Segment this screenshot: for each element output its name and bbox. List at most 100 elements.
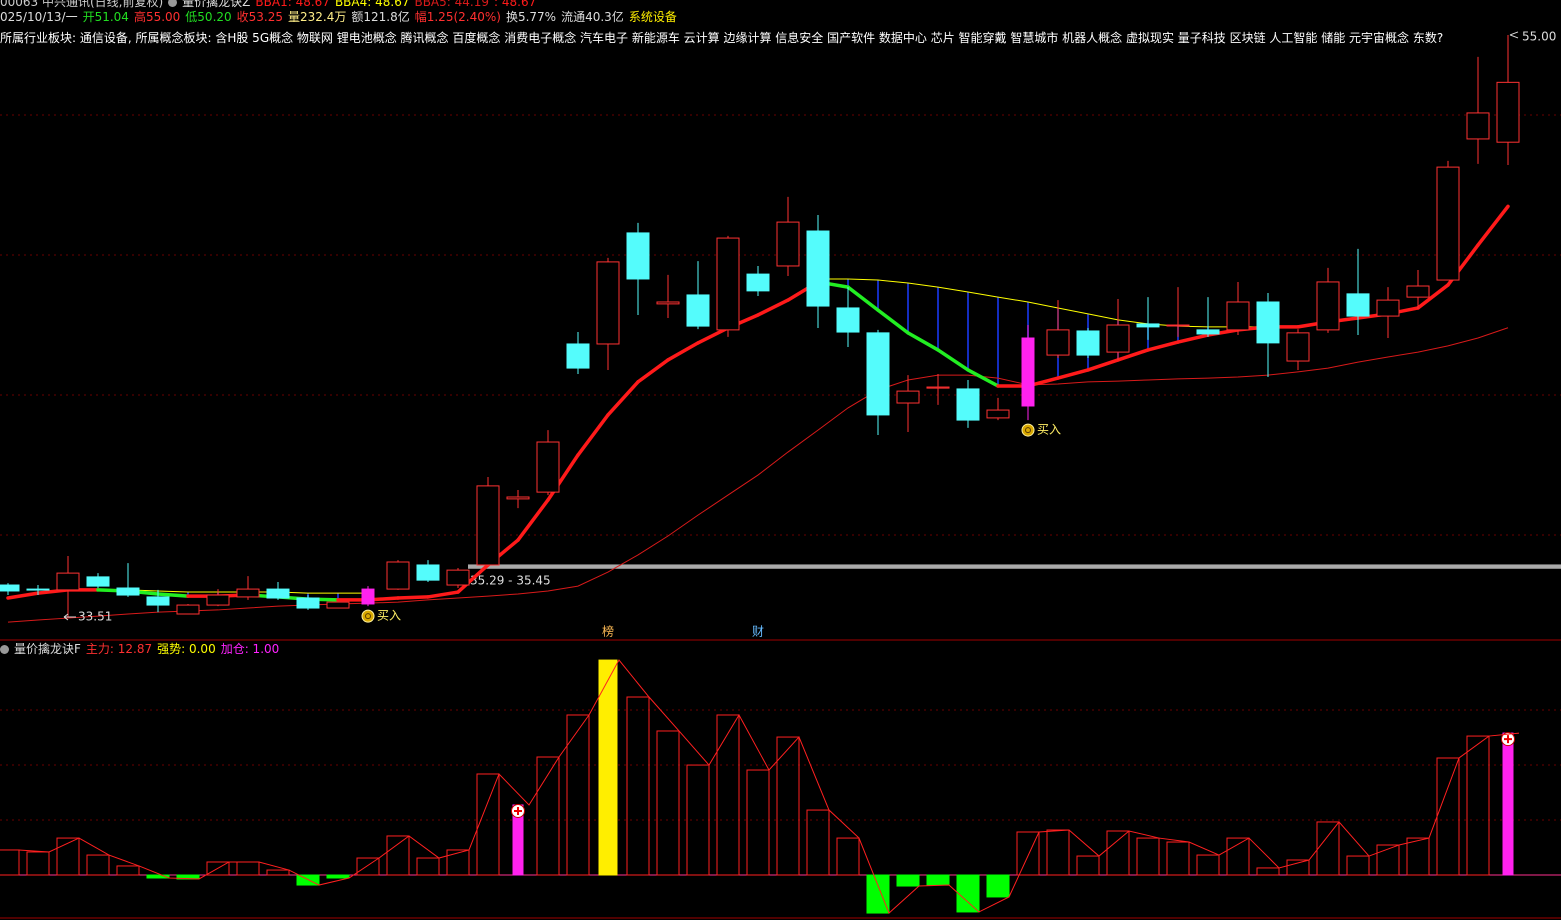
bar	[266, 869, 290, 876]
ma-segment	[1416, 283, 1450, 310]
header-line: 00063 中兴通讯(日线,前复权) 量价擒龙诀Z BBA1: 48.67 BBA4:…	[0, 0, 541, 9]
candle-body	[296, 597, 320, 609]
ma-segment	[516, 498, 550, 542]
bar	[1286, 859, 1310, 876]
bar	[1166, 841, 1190, 876]
grid	[0, 114, 1561, 821]
quote-item: 流通40.3亿	[561, 10, 624, 24]
bar	[1346, 855, 1370, 876]
bar	[1316, 821, 1340, 876]
quote-item: 高55.00	[133, 10, 181, 24]
bar	[746, 769, 770, 876]
candle-body	[416, 564, 440, 581]
candle-body	[206, 594, 230, 606]
quote-item: 换5.77%	[505, 10, 557, 24]
icon	[168, 0, 178, 7]
bar	[1466, 735, 1490, 876]
bar	[866, 874, 890, 914]
ma-segment	[6, 591, 40, 600]
candle-body	[236, 588, 260, 598]
event-marker: 财	[752, 625, 764, 639]
indicator-name: 量价擒龙诀Z	[182, 0, 251, 9]
bar	[1046, 829, 1070, 876]
bar	[1016, 831, 1040, 876]
candle-body	[656, 301, 680, 305]
ma-segment	[426, 590, 460, 599]
bar	[1406, 837, 1430, 876]
candle-body	[0, 584, 20, 592]
bar	[206, 861, 230, 876]
max-label: 55.00	[1522, 29, 1556, 43]
bar	[986, 874, 1010, 898]
ma-segment	[966, 368, 1000, 388]
ma-segment	[756, 298, 790, 317]
candle-body	[1196, 329, 1220, 335]
candle-body	[1346, 293, 1370, 317]
candle-body	[476, 485, 500, 566]
support-band	[468, 564, 1561, 569]
max-pointer	[1509, 31, 1519, 39]
ma-segment	[396, 595, 430, 600]
readout: : 48.67	[494, 0, 537, 9]
candle-body	[1136, 323, 1160, 328]
ma-segment	[846, 285, 880, 312]
candle-body	[1406, 285, 1430, 298]
candle-body	[566, 343, 590, 369]
trend-line	[18, 659, 1520, 914]
ma-segment	[906, 331, 940, 352]
ma-segment	[576, 413, 610, 457]
ma-segment	[936, 348, 970, 372]
candle-body	[1286, 332, 1310, 362]
plus-sign	[514, 806, 522, 815]
plus-sign	[1504, 735, 1512, 744]
ma-segment	[456, 563, 490, 594]
bar	[446, 849, 470, 876]
sectors: 所属行业板块: 通信设备, 所属概念板块: 含H股 5G概念 物联网 锂电池概念…	[0, 31, 1444, 45]
bar	[116, 865, 140, 876]
candle-body	[686, 294, 710, 327]
bar	[356, 857, 380, 876]
ma-segment	[1176, 333, 1210, 344]
candle-body	[1376, 299, 1400, 317]
candle-body	[776, 221, 800, 267]
bar	[536, 756, 560, 876]
buy-signal: 买入	[377, 609, 401, 623]
bar	[416, 857, 440, 876]
bar	[926, 874, 950, 886]
indicator-readout: 加仓: 1.00	[220, 642, 280, 656]
candle-body	[626, 232, 650, 280]
ma-segment	[1146, 340, 1180, 352]
quote-line: 025/10/13/一 开51.04 高55.00 低50.20 收53.25 量232.…	[0, 10, 682, 24]
bar	[1136, 837, 1160, 876]
ma-segment	[1476, 204, 1510, 247]
quote-item: 低50.20	[185, 10, 232, 24]
bar	[1436, 757, 1460, 876]
bar	[386, 835, 410, 876]
legend-name: BBA5	[414, 0, 447, 9]
event-marker: 榜	[602, 624, 614, 639]
candle-body	[806, 230, 830, 307]
legend-name: BBA4	[334, 0, 368, 9]
bar	[86, 854, 110, 876]
candle-body	[146, 596, 170, 606]
bar	[0, 849, 20, 876]
candle-body	[716, 237, 740, 331]
ma-line	[818, 278, 1268, 328]
bar	[626, 696, 650, 876]
bar	[836, 837, 860, 876]
candle-body	[506, 496, 530, 500]
band-label: 35.29 - 35.45	[470, 573, 551, 587]
ma-segment	[876, 308, 910, 335]
bar	[656, 730, 680, 876]
candle-body	[1076, 330, 1100, 356]
coin-icon	[361, 609, 375, 623]
ma-segment	[1086, 358, 1120, 372]
quote-item: 量232.4万	[288, 10, 347, 24]
ma-line	[7, 327, 1509, 623]
candle-body	[596, 261, 620, 345]
bar	[566, 714, 590, 876]
candle-body	[1496, 81, 1520, 143]
candle-body	[266, 588, 290, 599]
